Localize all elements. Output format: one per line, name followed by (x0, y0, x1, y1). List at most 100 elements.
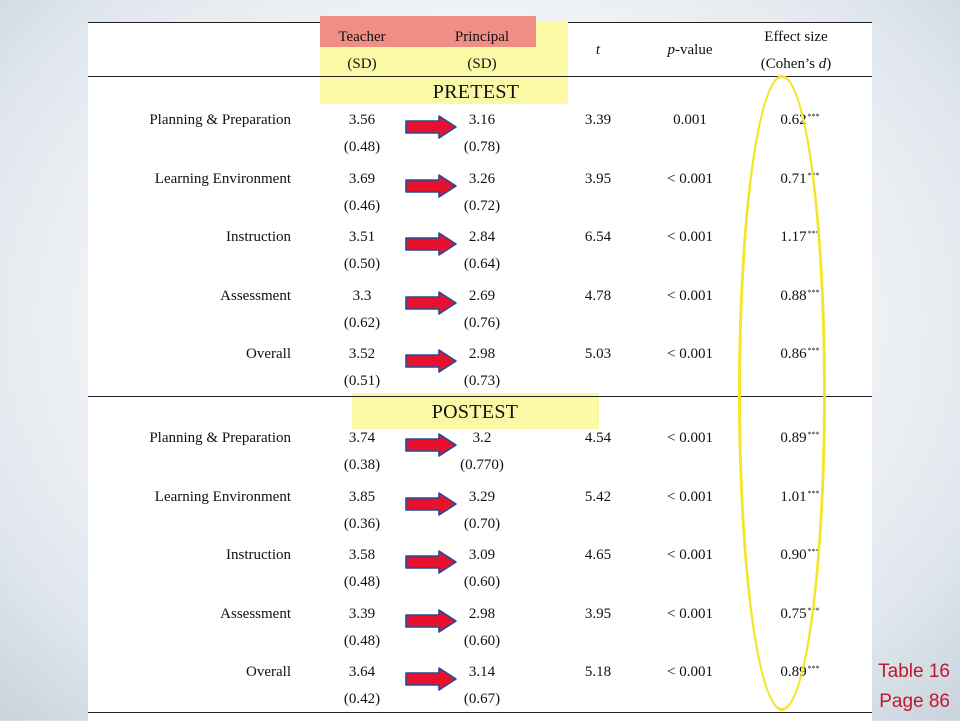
header-cohens-d: (Cohen’s d) (761, 55, 831, 73)
significance-stars: *** (807, 112, 820, 121)
principal-mean: 3.29 (468, 489, 496, 505)
row-label: Instruction (226, 229, 291, 245)
t-value: 3.95 (584, 171, 612, 187)
significance-stars: *** (807, 664, 820, 673)
p-value: < 0.001 (667, 489, 713, 505)
t-value: 5.03 (584, 346, 612, 362)
principal-mean: 2.98 (468, 346, 496, 362)
header-t: t (595, 42, 601, 58)
principal-mean: 3.14 (468, 664, 496, 680)
t-value: 5.18 (584, 664, 612, 680)
teacher-mean: 3.39 (348, 606, 376, 622)
teacher-sd: (0.50) (343, 256, 381, 272)
postest-highlight (352, 393, 599, 429)
right-arrow-icon (405, 115, 457, 139)
teacher-mean: 3.85 (348, 489, 376, 505)
principal-sd: (0.60) (463, 633, 501, 649)
principal-mean: 3.26 (468, 171, 496, 187)
header-p-value: p-value (668, 41, 713, 59)
teacher-mean: 3.52 (348, 346, 376, 362)
principal-mean: 2.84 (468, 229, 496, 245)
p-value: < 0.001 (667, 346, 713, 362)
right-arrow-icon (405, 349, 457, 373)
header-cohens-prefix: (Cohen’s (760, 56, 819, 72)
principal-sd: (0.64) (463, 256, 501, 272)
p-value: < 0.001 (667, 229, 713, 245)
header-highlight-red (320, 16, 536, 47)
row-label: Planning & Preparation (149, 430, 291, 446)
t-value: 3.39 (584, 112, 612, 128)
principal-sd: (0.76) (463, 315, 501, 331)
principal-mean: 2.98 (468, 606, 496, 622)
row-label: Assessment (220, 288, 291, 304)
row-label: Learning Environment (154, 171, 291, 187)
row-label: Overall (246, 664, 291, 680)
principal-mean: 3.16 (468, 112, 496, 128)
effect-size-ellipse (738, 75, 826, 711)
table-number: Table 16 (878, 661, 950, 682)
bottom-rule (88, 712, 872, 713)
right-arrow-icon (405, 550, 457, 574)
principal-sd: (0.78) (463, 139, 501, 155)
t-value: 4.54 (584, 430, 612, 446)
principal-sd: (0.60) (463, 574, 501, 590)
p-value: < 0.001 (667, 664, 713, 680)
header-rule (88, 76, 872, 77)
teacher-mean: 3.69 (348, 171, 376, 187)
header-principal: Principal (454, 29, 510, 45)
principal-mean: 2.69 (468, 288, 496, 304)
teacher-sd: (0.51) (343, 373, 381, 389)
header-p-italic: p (667, 42, 676, 58)
teacher-sd: (0.38) (343, 457, 381, 473)
teacher-sd: (0.48) (343, 139, 381, 155)
teacher-sd: (0.46) (343, 198, 381, 214)
principal-mean: 3.09 (468, 547, 496, 563)
header-cohens-d-italic: d (818, 56, 827, 72)
section-title: PRETEST (432, 81, 520, 103)
principal-sd: (0.770) (460, 457, 504, 473)
principal-sd: (0.72) (463, 198, 501, 214)
t-value: 4.78 (584, 288, 612, 304)
p-value: < 0.001 (667, 171, 713, 187)
teacher-mean: 3.51 (348, 229, 376, 245)
principal-sd: (0.70) (463, 516, 501, 532)
p-value: < 0.001 (667, 606, 713, 622)
teacher-mean: 3.74 (348, 430, 376, 446)
section-title: POSTEST (431, 401, 519, 423)
teacher-sd: (0.62) (343, 315, 381, 331)
header-teacher: Teacher (338, 29, 386, 45)
teacher-sd: (0.42) (343, 691, 381, 707)
row-label: Planning & Preparation (149, 112, 291, 128)
teacher-sd: (0.48) (343, 574, 381, 590)
row-label: Assessment (220, 606, 291, 622)
principal-sd: (0.73) (463, 373, 501, 389)
right-arrow-icon (405, 667, 457, 691)
teacher-sd: (0.48) (343, 633, 381, 649)
p-value: < 0.001 (667, 288, 713, 304)
t-value: 5.42 (584, 489, 612, 505)
header-p-suffix: -value (675, 42, 713, 58)
right-arrow-icon (405, 174, 457, 198)
header-teacher-sd: (SD) (347, 56, 377, 72)
teacher-sd: (0.36) (343, 516, 381, 532)
p-value: < 0.001 (667, 430, 713, 446)
right-arrow-icon (405, 433, 457, 457)
right-arrow-icon (405, 291, 457, 315)
teacher-mean: 3.64 (348, 664, 376, 680)
t-value: 4.65 (584, 547, 612, 563)
header-cohens-suffix: ) (826, 56, 832, 72)
right-arrow-icon (405, 492, 457, 516)
t-value: 3.95 (584, 606, 612, 622)
header-effect-size: Effect size (764, 29, 828, 45)
t-value: 6.54 (584, 229, 612, 245)
row-label: Learning Environment (154, 489, 291, 505)
principal-sd: (0.67) (463, 691, 501, 707)
section-rule (88, 396, 872, 397)
row-label: Overall (246, 346, 291, 362)
header-principal-sd: (SD) (467, 56, 497, 72)
page-number: Page 86 (879, 691, 950, 712)
principal-mean: 3.2 (472, 430, 492, 446)
right-arrow-icon (405, 609, 457, 633)
row-label: Instruction (226, 547, 291, 563)
p-value: < 0.001 (667, 547, 713, 563)
